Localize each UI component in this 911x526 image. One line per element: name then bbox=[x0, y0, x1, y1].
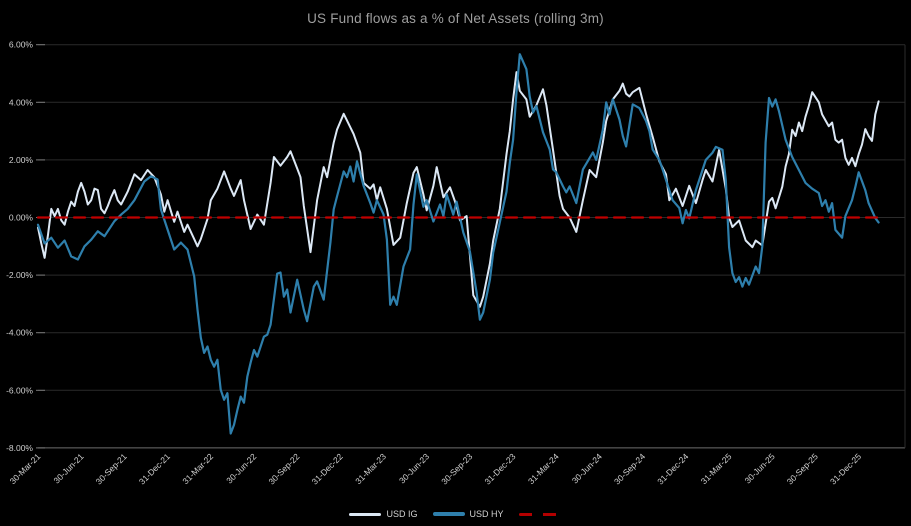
x-tick-label: 30-Jun-25 bbox=[743, 451, 777, 485]
y-tick-label: -8.00% bbox=[6, 443, 33, 453]
x-tick-label: 30-Sep-23 bbox=[439, 451, 474, 486]
y-tick-label: -4.00% bbox=[6, 328, 33, 338]
x-tick-label: 31-Dec-21 bbox=[137, 451, 172, 486]
legend-label-usd-hy: USD HY bbox=[469, 509, 504, 519]
x-tick-label: 30-Jun-24 bbox=[570, 451, 604, 485]
x-tick-label: 31-Mar-22 bbox=[180, 451, 215, 486]
y-tick-label: -6.00% bbox=[6, 385, 33, 395]
zero-line-dash-swatch-icon bbox=[518, 512, 557, 516]
y-tick-label: 2.00% bbox=[9, 155, 34, 165]
x-tick-label: 30-Jun-21 bbox=[51, 451, 85, 485]
x-tick-label: 31-Mar-25 bbox=[699, 451, 734, 486]
x-tick-label: 30-Sep-24 bbox=[612, 451, 647, 486]
y-tick-label: 0.00% bbox=[9, 213, 34, 223]
series-line-usd-hy bbox=[36, 53, 880, 435]
legend-entry-zero-line[interactable] bbox=[518, 512, 562, 516]
x-tick-label: 30-Jun-22 bbox=[224, 451, 258, 485]
x-tick-label: 30-Sep-22 bbox=[266, 451, 301, 486]
series-line-usd-ig bbox=[37, 71, 880, 308]
y-tick-label: -2.00% bbox=[6, 270, 33, 280]
x-tick-label: 30-Mar-21 bbox=[8, 451, 43, 486]
x-tick-label: 30-Sep-25 bbox=[785, 451, 820, 486]
x-tick-label: 31-Dec-23 bbox=[482, 451, 517, 486]
x-tick-label: 31-Dec-25 bbox=[828, 451, 863, 486]
legend-entry-usd-hy[interactable]: USD HY bbox=[432, 509, 504, 519]
hy-line-swatch-icon bbox=[432, 512, 465, 516]
x-tick-label: 31-Mar-23 bbox=[353, 451, 388, 486]
legend-entry-usd-ig[interactable]: USD IG bbox=[349, 509, 418, 519]
x-tick-label: 30-Sep-21 bbox=[94, 451, 129, 486]
legend-label-usd-ig: USD IG bbox=[386, 509, 418, 519]
x-tick-label: 30-Jun-23 bbox=[397, 451, 431, 485]
ig-line-swatch-icon bbox=[349, 512, 382, 516]
y-tick-label: 6.00% bbox=[9, 40, 34, 50]
y-tick-label: 4.00% bbox=[9, 97, 34, 107]
legend: USD IG USD HY bbox=[0, 509, 911, 519]
chart-title: US Fund flows as a % of Net Assets (roll… bbox=[307, 11, 604, 26]
x-tick-label: 31-Dec-22 bbox=[310, 451, 345, 486]
x-tick-label: 31-Dec-24 bbox=[655, 451, 690, 486]
x-tick-label: 31-Mar-24 bbox=[526, 451, 561, 486]
